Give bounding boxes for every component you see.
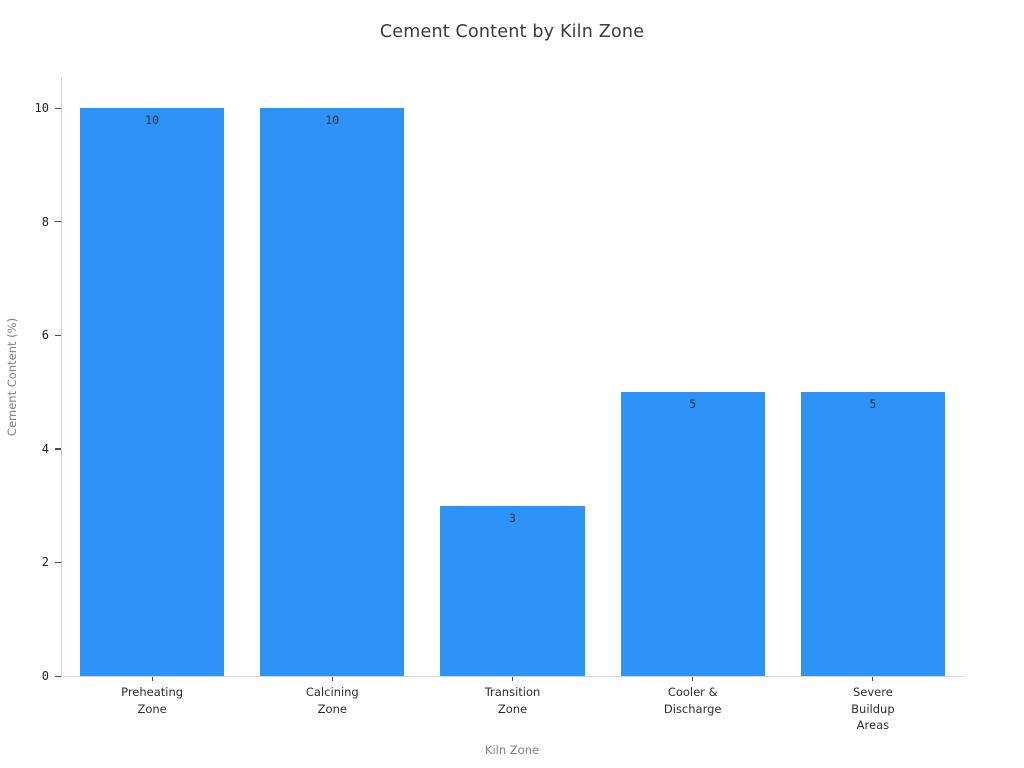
bar-value-label-5: 5	[869, 397, 877, 412]
y-tick-label-4: 4	[41, 441, 49, 456]
y-tick-mark-4	[55, 448, 61, 450]
x-tick-mark-1	[151, 677, 153, 681]
x-axis-title: Kiln Zone	[484, 743, 540, 757]
bar-3: 3	[440, 505, 585, 676]
chart-title: Cement Content by Kiln Zone	[379, 22, 645, 42]
y-tick-mark-8	[55, 221, 61, 223]
bar-value-label-1: 10	[145, 113, 160, 128]
y-tick-mark-6	[55, 334, 61, 336]
x-tick-label-4: Cooler & Discharge	[663, 685, 722, 716]
y-tick-mark-2	[55, 561, 61, 564]
y-tick-mark-0	[55, 675, 61, 677]
bar-1: 10	[80, 108, 225, 676]
x-tick-label-1: Preheating Zone	[121, 685, 184, 716]
y-axis-spine	[61, 78, 62, 677]
y-axis-title: Cement Content (%)	[5, 317, 19, 437]
y-tick-label-2: 2	[41, 555, 49, 570]
y-tick-label-6: 6	[41, 328, 49, 343]
bar-5: 5	[800, 392, 945, 676]
bar-2: 10	[260, 108, 405, 676]
x-tick-label-3: Transition Zone	[484, 685, 541, 716]
bar-value-label-3: 3	[509, 510, 516, 525]
y-tick-label-0: 0	[41, 669, 49, 683]
bar-4: 5	[620, 392, 765, 676]
y-tick-label-10: 10	[34, 101, 49, 116]
y-tick-label-8: 8	[41, 214, 49, 229]
x-tick-mark-4	[692, 677, 694, 681]
x-tick-label-2: Calcining Zone	[305, 685, 359, 716]
x-tick-mark-2	[331, 677, 333, 681]
x-tick-mark-3	[511, 677, 514, 681]
x-axis-spine	[61, 676, 963, 677]
x-tick-label-5: Severe Buildup Areas	[851, 685, 895, 732]
bar-value-label-4: 5	[689, 397, 697, 412]
x-tick-mark-5	[872, 677, 874, 681]
y-tick-mark-10	[55, 107, 61, 109]
bar-value-label-2: 10	[325, 113, 340, 128]
